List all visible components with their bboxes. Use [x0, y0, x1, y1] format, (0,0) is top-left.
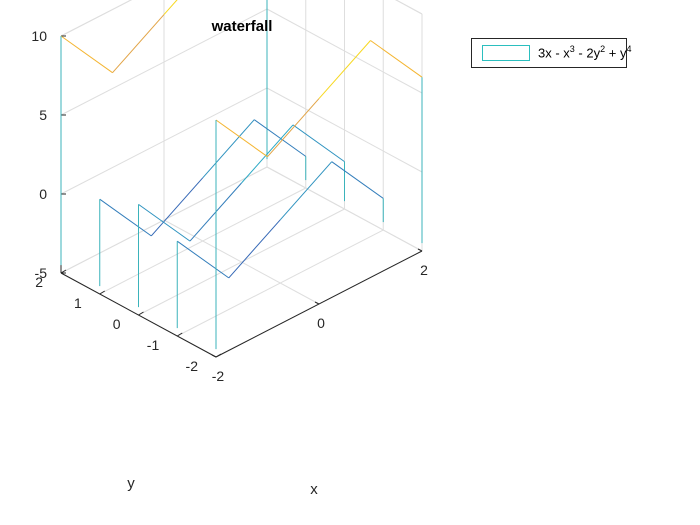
- floor-grid-line: [138, 208, 345, 316]
- legend-text-part: - 2y: [574, 45, 601, 61]
- floor-grid-line: [177, 229, 384, 337]
- x-axis-label: x: [310, 481, 318, 498]
- wall-grid-line: [266, 87, 423, 173]
- legend-swatch: [482, 45, 530, 61]
- floor-grid-line: [99, 187, 306, 295]
- wall-grid-line: [60, 166, 268, 274]
- y-tick-label: 2: [35, 274, 43, 290]
- legend-exponent: 3: [569, 44, 575, 54]
- y-tick-label: 0: [113, 316, 121, 332]
- curve-segment: [202, 119, 255, 179]
- curve-segment: [163, 0, 178, 15]
- curve-segment: [279, 161, 333, 221]
- legend: 3x - x3 - 2y2 + y4: [471, 38, 631, 68]
- curve-segment: [215, 119, 268, 158]
- curve-segment: [318, 40, 371, 99]
- curve-segment: [228, 219, 281, 279]
- z-tick-label: 0: [39, 186, 47, 202]
- curve-segment: [331, 161, 384, 199]
- curve-segment: [150, 177, 204, 237]
- y-tick-label: -1: [147, 337, 160, 353]
- waterfall-curve: [60, 0, 268, 266]
- box-edge: [60, 0, 133, 37]
- x-tick-label: 2: [420, 262, 428, 278]
- x-tick-mark: [417, 248, 423, 252]
- z-tick-label: -5: [35, 265, 48, 281]
- x-tick-mark: [211, 354, 217, 358]
- curve-segment: [112, 14, 165, 74]
- curve-segment: [176, 240, 230, 279]
- waterfall-curve: [99, 119, 307, 287]
- waterfall-curve: [176, 161, 384, 329]
- curve-segment: [267, 98, 320, 158]
- y-tick-label: -2: [186, 358, 199, 374]
- y-tick-label: 1: [74, 295, 82, 311]
- y-tick-mark: [215, 353, 222, 358]
- legend-text-part: + y: [605, 45, 627, 61]
- x-tick-mark: [314, 301, 320, 305]
- wall-grid-line: [266, 166, 423, 252]
- curve-segment: [370, 40, 423, 78]
- axes: [60, 35, 423, 358]
- series-curves: [60, 0, 423, 350]
- curve-segment: [138, 203, 191, 242]
- legend-exponent: 2: [600, 44, 606, 54]
- x-tick-label: 0: [317, 315, 325, 331]
- grid-lines: [60, 0, 423, 358]
- z-tick-label: 5: [39, 107, 47, 123]
- waterfall-curve: [215, 40, 423, 350]
- x-tick-label: -2: [212, 368, 225, 384]
- chart-title: waterfall: [211, 18, 273, 35]
- y-tick-mark: [176, 332, 183, 337]
- curve-segment: [292, 124, 345, 163]
- curve-segment: [99, 198, 152, 237]
- y-tick-mark: [99, 290, 106, 295]
- legend-entry: 3x - x3 - 2y2 + y4: [538, 44, 631, 60]
- wall-grid-line: [60, 87, 268, 195]
- wall-grid-line: [266, 8, 423, 94]
- wall-grid-line: [60, 8, 268, 116]
- y-tick-mark: [138, 311, 144, 316]
- legend-text-part: 3x - x: [538, 45, 570, 61]
- curve-segment: [241, 124, 294, 184]
- y-axis-label: y: [127, 475, 135, 492]
- curve-segment: [60, 35, 113, 74]
- z-tick-label: 10: [31, 28, 47, 44]
- curve-segment: [253, 119, 307, 157]
- legend-exponent: 4: [626, 44, 632, 54]
